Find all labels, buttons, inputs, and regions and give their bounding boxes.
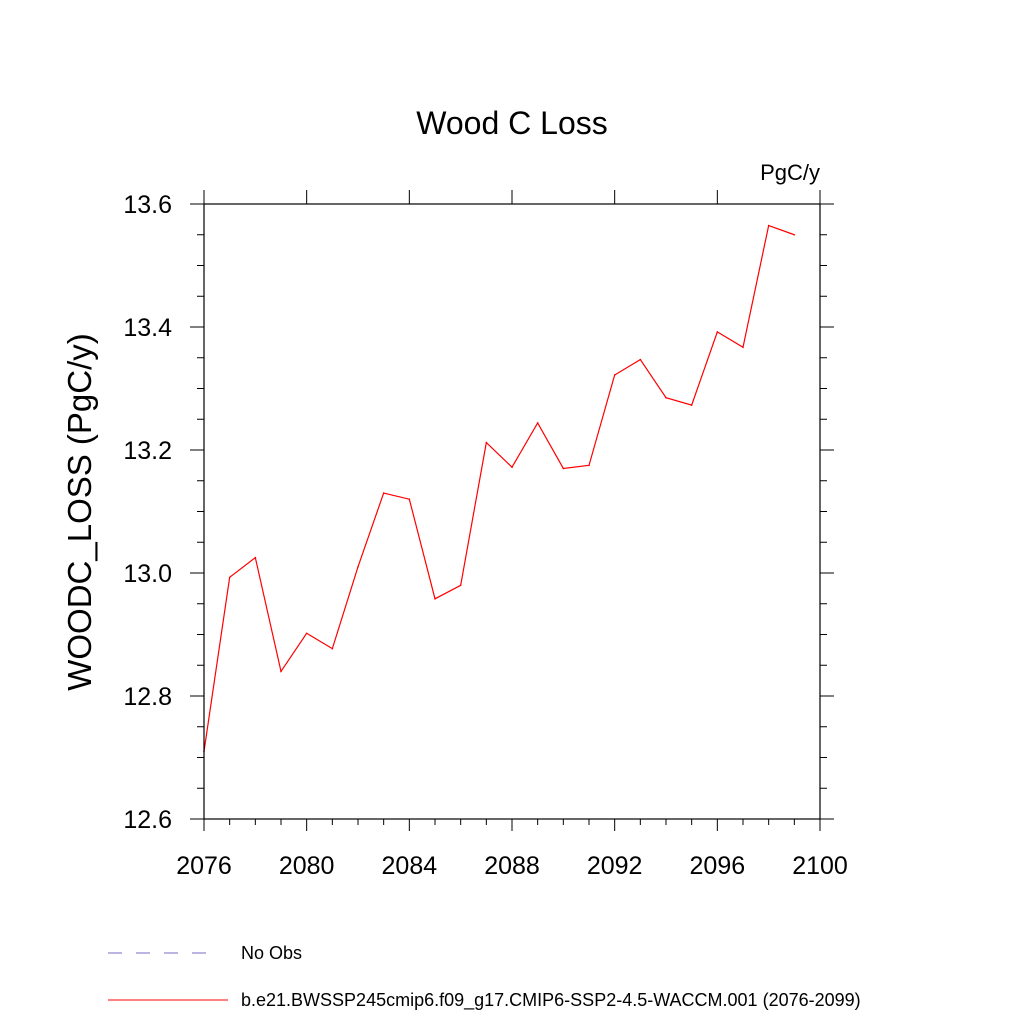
x-tick-label: 2096 xyxy=(690,852,746,880)
data-point xyxy=(536,422,539,424)
data-point xyxy=(793,233,796,236)
y-tick-label: 13.2 xyxy=(123,437,172,465)
data-point xyxy=(434,598,436,600)
data-point xyxy=(459,584,462,587)
data-point xyxy=(280,670,282,673)
x-tick-label: 2100 xyxy=(792,852,848,880)
legend-label-no-obs: No Obs xyxy=(241,943,302,963)
legend: No Obs b.e21.BWSSP245cmip6.f09_g17.CMIP6… xyxy=(108,943,861,1011)
y-tick-label: 12.8 xyxy=(123,683,172,711)
data-point xyxy=(511,466,513,469)
ticks-layer: 2076 2080 2084 2088 2092 2096 2100 12.6 12.8 13.0… xyxy=(123,190,848,880)
legend-label-model: b.e21.BWSSP245cmip6.f09_g17.CMIP6-SSP2-4… xyxy=(241,990,861,1011)
x-tick-label: 2084 xyxy=(382,852,438,880)
data-point xyxy=(742,346,744,349)
y-tick-label: 13.0 xyxy=(123,560,172,588)
y-tick-label: 13.4 xyxy=(123,314,172,342)
data-point xyxy=(408,498,411,501)
x-tick-label: 2088 xyxy=(484,852,540,880)
data-point xyxy=(357,566,359,568)
data-point xyxy=(639,358,642,361)
data-point xyxy=(562,467,565,470)
x-tick-label: 2092 xyxy=(587,852,643,880)
y-axis-title: WOODC_LOSS (PgC/y) xyxy=(61,333,98,691)
data-point xyxy=(613,374,616,376)
data-point xyxy=(665,396,667,399)
series-line xyxy=(203,224,795,752)
data-point xyxy=(331,647,334,650)
data-point xyxy=(305,632,308,635)
data-point xyxy=(690,404,693,406)
data-point xyxy=(767,224,770,227)
plot-frame xyxy=(203,203,821,820)
x-tick-label: 2080 xyxy=(279,852,335,880)
chart-title: Wood C Loss xyxy=(416,105,608,141)
units-label: PgC/y xyxy=(760,160,820,185)
data-point xyxy=(588,464,590,467)
data-point xyxy=(382,492,385,494)
series-layer xyxy=(203,224,796,753)
data-point xyxy=(254,556,257,559)
data-point xyxy=(485,441,488,444)
data-point xyxy=(716,331,719,333)
y-tick-label: 13.6 xyxy=(123,191,172,219)
x-tick-label: 2076 xyxy=(176,852,232,880)
y-tick-label: 12.6 xyxy=(123,806,172,834)
data-point xyxy=(228,576,231,579)
